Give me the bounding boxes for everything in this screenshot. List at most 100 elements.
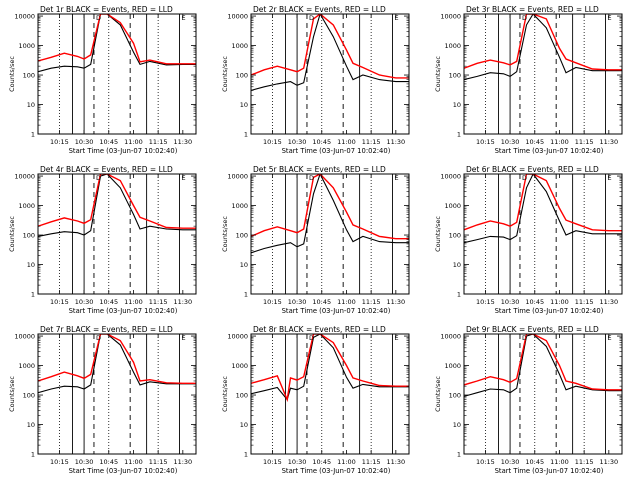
y-axis-label: Counts/sec: [221, 376, 229, 412]
x-tick-label: 11:00: [337, 138, 356, 146]
y-tick-label: 1000: [18, 362, 35, 370]
x-tick-label: 10:45: [99, 138, 118, 146]
marker-label-d: D: [309, 334, 314, 342]
y-tick-label: 10: [240, 101, 248, 109]
plot-frame: [463, 333, 623, 455]
x-tick-label: 10:45: [525, 138, 544, 146]
marker-label-d: D: [96, 334, 101, 342]
x-axis-label: Start Time (03-Jun-07 10:02:40): [69, 307, 178, 315]
marker-label-e: E: [395, 334, 399, 342]
x-tick-label: 11:15: [149, 458, 168, 466]
x-tick-label: 11:15: [149, 138, 168, 146]
x-tick-label: 11:30: [173, 298, 192, 306]
x-tick-label: 11:30: [173, 458, 192, 466]
x-tick-label: 10:15: [50, 298, 69, 306]
x-tick-label: 10:30: [75, 138, 94, 146]
x-tick-label: 11:30: [599, 458, 618, 466]
y-tick-label: 1000: [444, 202, 461, 210]
y-tick-label: 100: [449, 392, 461, 400]
x-tick-label: 11:15: [575, 298, 594, 306]
y-tick-label: 10: [453, 261, 461, 269]
plot-panel-2: 1 10 100 1000 10000 10:15 10:30 10:45 11:00 11:15…: [221, 5, 410, 155]
x-tick-label: 10:45: [525, 298, 544, 306]
series-line-lld: [251, 174, 409, 240]
x-tick-label: 11:15: [362, 138, 381, 146]
x-tick-label: 10:45: [312, 298, 331, 306]
y-axis-label: Counts/sec: [8, 216, 16, 252]
x-tick-label: 10:45: [99, 458, 118, 466]
marker-label-e: E: [182, 334, 186, 342]
y-tick-label: 100: [236, 392, 248, 400]
x-tick-label: 10:30: [75, 458, 94, 466]
plot-frame: [37, 333, 197, 455]
series-line-events: [464, 334, 622, 397]
y-tick-label: 100: [449, 232, 461, 240]
x-axis-label: Start Time (03-Jun-07 10:02:40): [69, 147, 178, 155]
marker-label-e: E: [395, 14, 399, 22]
x-axis-label: Start Time (03-Jun-07 10:02:40): [495, 307, 604, 315]
y-tick-label: 10: [240, 261, 248, 269]
series-line-lld: [38, 14, 196, 65]
x-tick-label: 11:30: [599, 298, 618, 306]
y-axis-label: Counts/sec: [8, 56, 16, 92]
x-tick-label: 10:30: [501, 138, 520, 146]
panel-title: Det 9r BLACK = Events, RED = LLD: [466, 325, 599, 334]
panel-title: Det 1r BLACK = Events, RED = LLD: [40, 5, 173, 14]
y-tick-label: 10: [240, 421, 248, 429]
marker-label-e: E: [182, 14, 186, 22]
x-tick-label: 10:15: [50, 458, 69, 466]
y-axis-label: Counts/sec: [8, 376, 16, 412]
plot-panel-1: 1 10 100 1000 10000 10:15 10:30 10:45 11:00 11:15…: [8, 5, 197, 155]
y-tick-label: 10: [27, 261, 35, 269]
x-tick-label: 11:00: [124, 458, 143, 466]
panel-title: Det 7r BLACK = Events, RED = LLD: [40, 325, 173, 334]
y-tick-label: 1000: [18, 202, 35, 210]
y-tick-label: 1: [244, 291, 248, 299]
plot-panel-4: 1 10 100 1000 10000 10:15 10:30 10:45 11:00 11:15…: [8, 165, 197, 315]
y-tick-label: 1: [457, 451, 461, 459]
y-tick-label: 10000: [227, 333, 248, 341]
y-tick-label: 1000: [231, 202, 248, 210]
x-axis-label: Start Time (03-Jun-07 10:02:40): [282, 147, 391, 155]
y-tick-label: 1: [457, 291, 461, 299]
marker-label-d: D: [96, 174, 101, 182]
plot-frame: [250, 173, 410, 295]
y-tick-label: 1000: [444, 362, 461, 370]
plot-panel-5: 1 10 100 1000 10000 10:15 10:30 10:45 11:00 11:15…: [221, 165, 410, 315]
x-tick-label: 10:15: [263, 298, 282, 306]
x-tick-label: 10:45: [312, 458, 331, 466]
series-line-lld: [38, 334, 196, 384]
x-tick-label: 10:30: [75, 298, 94, 306]
panel-title: Det 2r BLACK = Events, RED = LLD: [253, 5, 386, 14]
plot-frame: [250, 333, 410, 455]
series-line-events: [251, 334, 409, 401]
series-line-events: [251, 174, 409, 254]
y-axis-label: Counts/sec: [434, 216, 442, 252]
x-tick-label: 11:00: [337, 458, 356, 466]
x-tick-label: 11:30: [173, 138, 192, 146]
series-line-lld: [464, 334, 622, 391]
y-tick-label: 10: [27, 421, 35, 429]
y-tick-label: 10000: [440, 173, 461, 181]
series-line-events: [38, 14, 196, 73]
series-line-lld: [251, 14, 409, 79]
y-tick-label: 1000: [231, 42, 248, 50]
plot-panel-7: 1 10 100 1000 10000 10:15 10:30 10:45 11:00 11:15…: [8, 325, 197, 475]
panel-title: Det 4r BLACK = Events, RED = LLD: [40, 165, 173, 174]
marker-label-d: D: [522, 334, 527, 342]
x-tick-label: 11:00: [337, 298, 356, 306]
marker-label-d: D: [309, 174, 314, 182]
x-tick-label: 11:00: [550, 138, 569, 146]
y-tick-label: 1: [31, 291, 35, 299]
marker-label-e: E: [608, 14, 612, 22]
y-tick-label: 10000: [227, 173, 248, 181]
y-axis-label: Counts/sec: [434, 376, 442, 412]
panel-title: Det 3r BLACK = Events, RED = LLD: [466, 5, 599, 14]
y-tick-label: 100: [236, 72, 248, 80]
y-tick-label: 1: [31, 131, 35, 139]
x-tick-label: 10:30: [288, 458, 307, 466]
x-tick-label: 10:15: [50, 138, 69, 146]
x-axis-label: Start Time (03-Jun-07 10:02:40): [69, 467, 178, 475]
series-line-lld: [38, 174, 196, 229]
